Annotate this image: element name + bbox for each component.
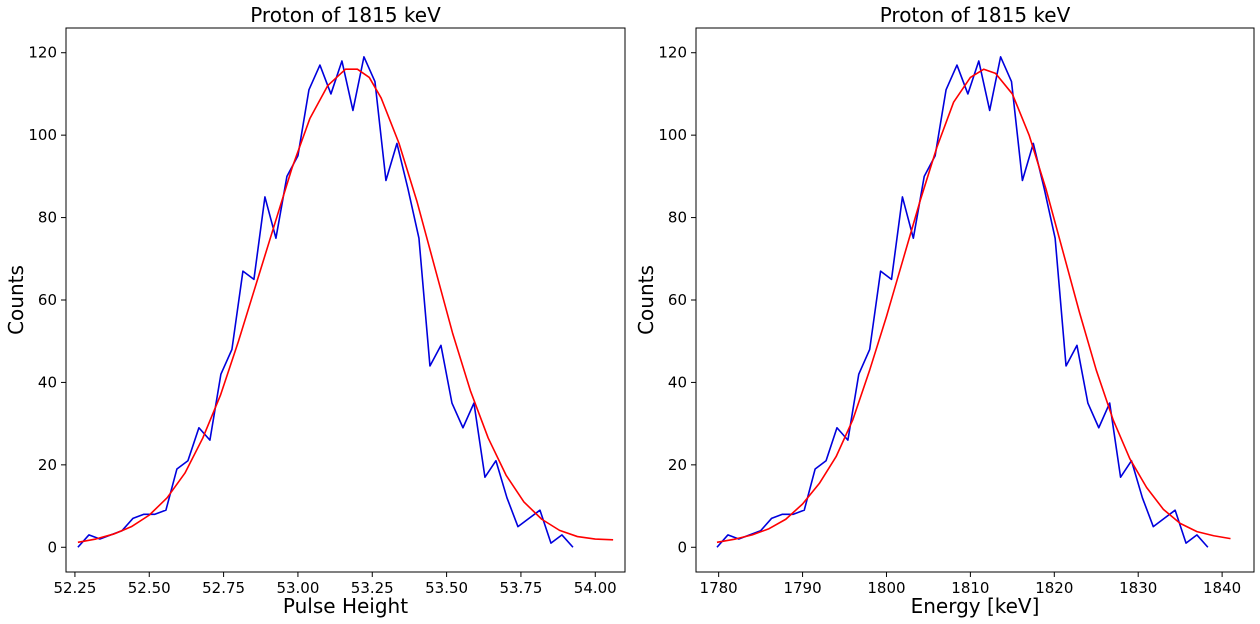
x-tick-label: 52.25 [53, 579, 96, 597]
y-tick-label: 100 [28, 126, 57, 144]
fit-curve-line [77, 68, 614, 544]
y-tick-label: 80 [668, 209, 687, 227]
data-series-line [716, 56, 1209, 548]
y-tick-label: 40 [668, 373, 687, 391]
left-chart-panel: Proton of 1815 keV Pulse Height Counts 5… [4, 3, 626, 618]
x-tick-label: 1800 [867, 579, 905, 597]
y-tick-label: 0 [677, 538, 687, 556]
y-axis-label: Counts [4, 265, 28, 335]
y-tick-label: 40 [38, 373, 57, 391]
x-tick-label: 53.75 [499, 579, 542, 597]
data-series-line [77, 56, 574, 548]
fit-curve-line [716, 68, 1231, 544]
x-tick-label: 54.00 [574, 579, 617, 597]
y-tick-label: 120 [28, 44, 57, 62]
x-tick-label: 1790 [783, 579, 821, 597]
y-axis-label: Counts [634, 265, 658, 335]
x-tick-label: 53.25 [351, 579, 394, 597]
plot-area-frame [65, 27, 626, 573]
y-tick-label: 60 [38, 291, 57, 309]
x-tick-label: 1820 [1035, 579, 1073, 597]
chart-title: Proton of 1815 keV [880, 3, 1071, 27]
x-tick-label: 52.75 [202, 579, 245, 597]
y-tick-label: 100 [658, 126, 687, 144]
chart-title: Proton of 1815 keV [250, 3, 441, 27]
y-tick-label: 0 [47, 538, 57, 556]
x-tick-label: 1810 [951, 579, 989, 597]
x-tick-label: 1840 [1203, 579, 1241, 597]
x-tick-label: 1830 [1119, 579, 1157, 597]
y-tick-label: 20 [38, 456, 57, 474]
right-chart-panel: Proton of 1815 keV Energy [keV] Counts 1… [634, 3, 1255, 618]
y-tick-label: 60 [668, 291, 687, 309]
x-axis-label: Energy [keV] [911, 594, 1040, 618]
x-tick-label: 1780 [700, 579, 738, 597]
plot-area-frame [695, 27, 1255, 573]
y-tick-label: 20 [668, 456, 687, 474]
y-tick-label: 120 [658, 44, 687, 62]
x-tick-label: 53.00 [276, 579, 319, 597]
x-tick-label: 53.50 [425, 579, 468, 597]
x-tick-label: 52.50 [128, 579, 171, 597]
y-tick-label: 80 [38, 209, 57, 227]
x-axis-label: Pulse Height [283, 594, 408, 618]
